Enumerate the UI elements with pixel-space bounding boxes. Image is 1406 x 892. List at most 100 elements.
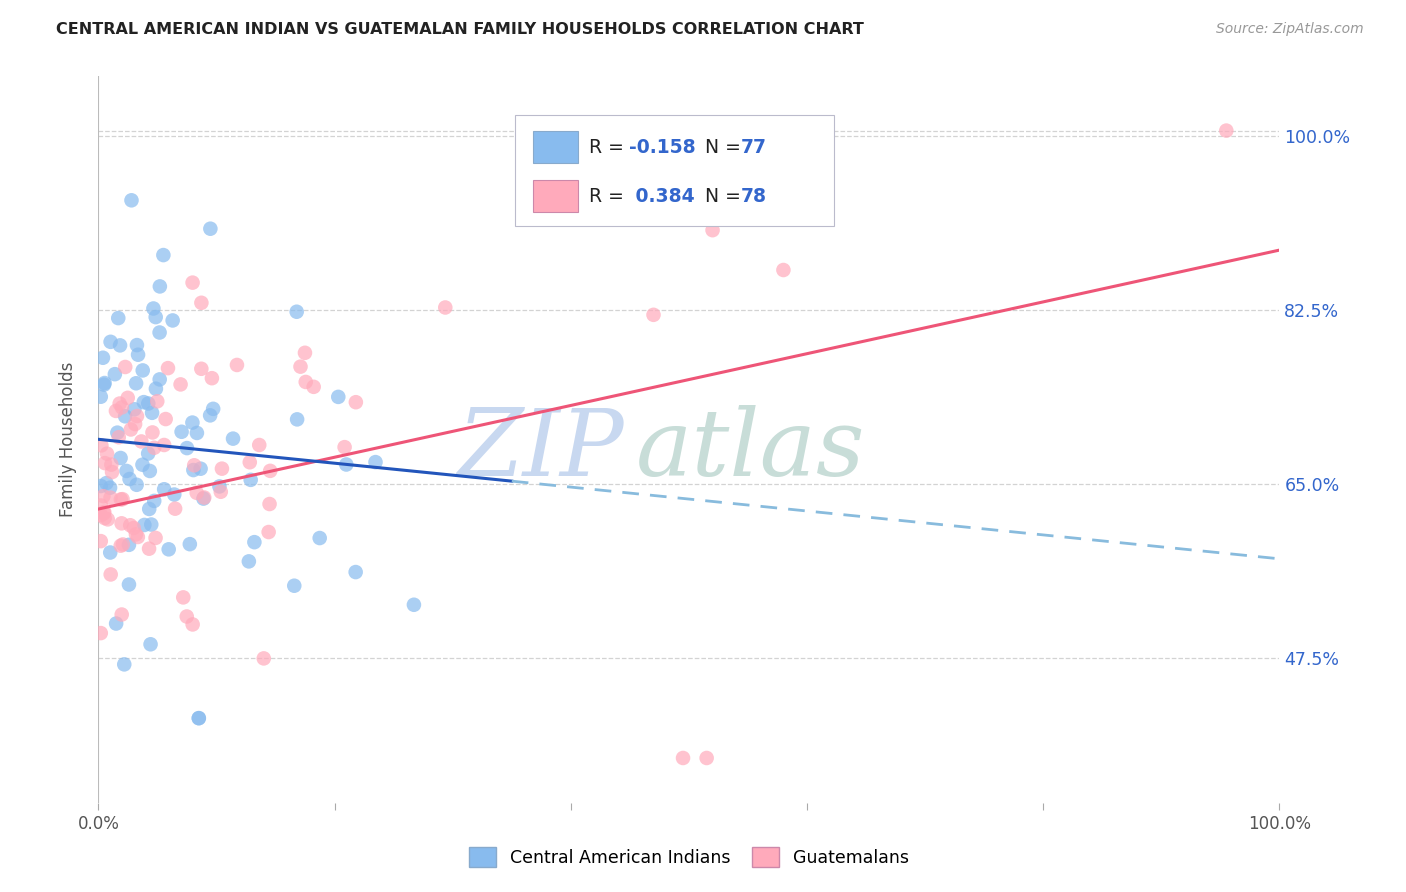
- Point: [90, 479, 112, 493]
- Point: [239, 473, 262, 487]
- Point: [131, 434, 153, 449]
- Point: [1215, 123, 1237, 137]
- Point: [121, 194, 143, 208]
- Point: [285, 412, 308, 426]
- Point: [143, 494, 166, 508]
- Point: [238, 554, 260, 568]
- Text: 78: 78: [741, 186, 768, 206]
- Text: -0.158: -0.158: [628, 137, 696, 157]
- Point: [259, 464, 281, 478]
- Text: N =: N =: [704, 186, 747, 206]
- Point: [93, 489, 115, 503]
- Point: [702, 223, 724, 237]
- Point: [93, 377, 115, 392]
- Point: [101, 465, 124, 479]
- Point: [125, 376, 148, 391]
- Point: [333, 440, 356, 454]
- Point: [138, 541, 160, 556]
- Point: [149, 326, 172, 340]
- Point: [96, 476, 118, 491]
- Point: [127, 348, 149, 362]
- Point: [107, 430, 129, 444]
- Point: [190, 295, 212, 310]
- Point: [176, 441, 198, 455]
- Point: [93, 505, 115, 519]
- Point: [434, 301, 457, 315]
- Point: [124, 417, 146, 431]
- Point: [153, 483, 176, 497]
- Point: [91, 351, 114, 365]
- Legend: Central American Indians, Guatemalans: Central American Indians, Guatemalans: [461, 840, 917, 874]
- Point: [149, 279, 172, 293]
- Point: [157, 542, 180, 557]
- Point: [162, 313, 184, 327]
- Point: [97, 512, 120, 526]
- Point: [257, 524, 280, 539]
- Point: [127, 530, 149, 544]
- Point: [226, 358, 249, 372]
- Point: [141, 517, 163, 532]
- Point: [114, 409, 136, 424]
- Point: [107, 311, 129, 326]
- Point: [111, 492, 134, 507]
- Point: [98, 481, 121, 495]
- Point: [201, 371, 224, 385]
- Point: [125, 477, 148, 491]
- Point: [181, 416, 204, 430]
- Point: [100, 491, 122, 505]
- Point: [165, 501, 187, 516]
- Point: [308, 531, 330, 545]
- Point: [146, 394, 169, 409]
- Point: [124, 402, 146, 417]
- Point: [118, 577, 141, 591]
- Point: [110, 492, 132, 507]
- Point: [111, 607, 134, 622]
- Point: [131, 458, 153, 472]
- Point: [114, 359, 136, 374]
- Point: [170, 425, 193, 439]
- Point: [181, 617, 204, 632]
- Point: [100, 458, 122, 472]
- Point: [90, 534, 112, 549]
- Point: [149, 372, 172, 386]
- Point: [243, 535, 266, 549]
- Point: [138, 502, 160, 516]
- Point: [186, 486, 208, 500]
- Point: [643, 308, 665, 322]
- Point: [139, 464, 162, 478]
- Point: [200, 221, 222, 235]
- Point: [209, 484, 232, 499]
- Point: [108, 338, 131, 352]
- Point: [111, 537, 134, 551]
- Point: [139, 637, 162, 651]
- Point: [198, 409, 221, 423]
- Point: [134, 518, 156, 533]
- Point: [136, 396, 159, 410]
- Point: [98, 545, 121, 559]
- Point: [145, 310, 167, 324]
- Point: [105, 616, 128, 631]
- Point: [132, 395, 155, 409]
- Point: [117, 391, 139, 405]
- Text: 0.384: 0.384: [628, 186, 695, 206]
- Point: [172, 591, 194, 605]
- Text: atlas: atlas: [636, 405, 865, 495]
- Point: [696, 751, 718, 765]
- Point: [402, 598, 425, 612]
- Point: [105, 425, 128, 440]
- Point: [155, 412, 177, 426]
- Point: [125, 409, 148, 423]
- Point: [136, 446, 159, 460]
- Text: N =: N =: [704, 137, 747, 157]
- Point: [247, 438, 270, 452]
- Point: [222, 432, 245, 446]
- Point: [100, 334, 122, 349]
- Point: [169, 377, 191, 392]
- Point: [190, 361, 212, 376]
- Point: [93, 511, 115, 525]
- Point: [93, 506, 115, 520]
- Point: [145, 382, 167, 396]
- Text: R =: R =: [589, 186, 630, 206]
- Point: [772, 263, 794, 277]
- Point: [193, 491, 215, 506]
